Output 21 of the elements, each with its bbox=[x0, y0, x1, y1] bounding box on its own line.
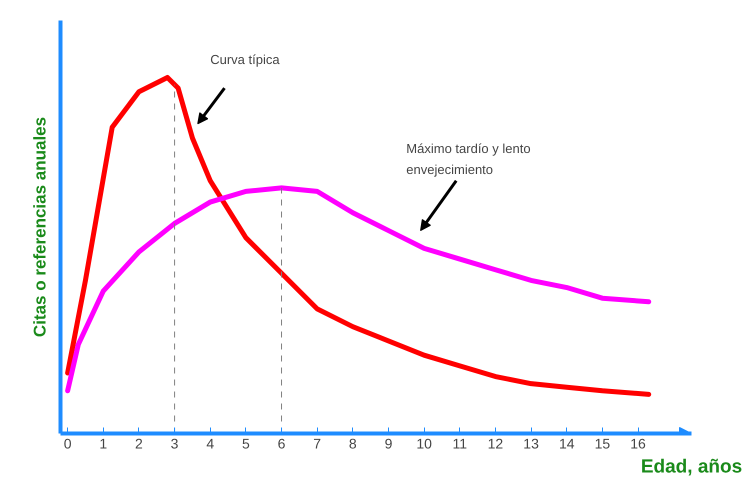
x-axis-title: Edad, años bbox=[640, 456, 742, 478]
x-tick-label: 2 bbox=[135, 436, 144, 452]
x-tick-label: 11 bbox=[452, 436, 468, 452]
x-tick-label: 15 bbox=[594, 436, 610, 452]
x-tick-label: 6 bbox=[278, 436, 286, 452]
x-tick-label: 3 bbox=[170, 436, 179, 452]
x-tick-label: 13 bbox=[523, 436, 540, 452]
x-tick-label: 14 bbox=[558, 436, 575, 452]
x-tick-label: 1 bbox=[99, 436, 108, 452]
x-tick-label: 16 bbox=[630, 436, 646, 452]
annotation: Máximo tardío y lento envejecimiento bbox=[406, 140, 531, 178]
x-tick-label: 10 bbox=[416, 436, 432, 452]
text: Curva típica bbox=[210, 52, 280, 67]
x-tick-label: 12 bbox=[488, 436, 504, 452]
x-tick-label: 0 bbox=[64, 436, 72, 452]
x-tick-label: 9 bbox=[384, 436, 393, 452]
x-tick-label: 7 bbox=[313, 436, 322, 452]
x-tick-label: 8 bbox=[348, 436, 357, 452]
y-axis-title: Citas o referencias anuales bbox=[30, 116, 50, 338]
x-tick-label: 4 bbox=[206, 436, 214, 452]
x-tick-label: 5 bbox=[242, 436, 250, 452]
